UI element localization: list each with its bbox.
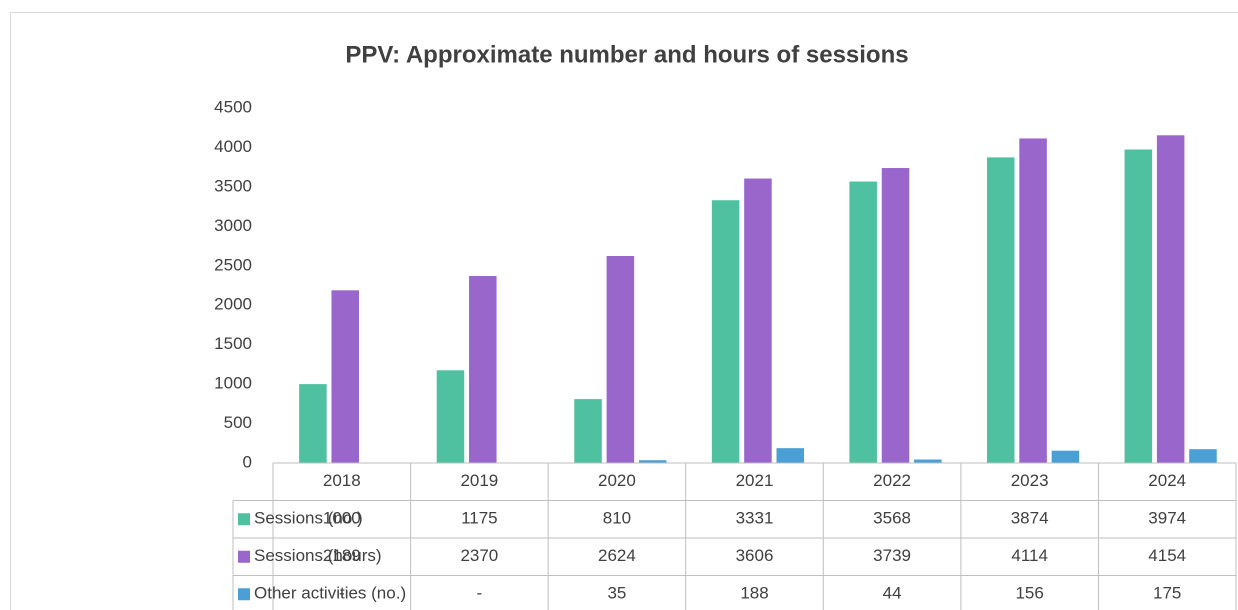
- x-tick-label: 2023: [1011, 471, 1049, 490]
- bar: [1051, 450, 1080, 463]
- x-tick-label: 2022: [873, 471, 911, 490]
- bar: [1019, 138, 1047, 463]
- y-tick-label: 2500: [214, 255, 252, 274]
- table-value: 1000: [323, 509, 361, 528]
- chart-title: PPV: Approximate number and hours of ses…: [345, 41, 908, 68]
- y-tick-label: 3500: [214, 176, 252, 195]
- table-value: 3568: [873, 509, 911, 528]
- table-value: 4114: [1011, 546, 1048, 565]
- chart-border: [10, 12, 1238, 610]
- y-tick-label: 3000: [214, 216, 252, 235]
- table-value: 4154: [1148, 546, 1186, 565]
- bar: [744, 178, 772, 463]
- bar: [1156, 135, 1185, 463]
- y-tick-label: 1000: [214, 374, 252, 393]
- bar: [881, 168, 910, 464]
- bar: [331, 290, 359, 463]
- bar: [914, 459, 942, 463]
- bar: [469, 276, 497, 463]
- y-tick-label: 500: [224, 413, 252, 432]
- table-value: 3606: [736, 546, 774, 565]
- bar: [606, 255, 635, 463]
- y-tick-label: 2000: [214, 295, 252, 314]
- table-value: 3874: [1011, 509, 1049, 528]
- legend-label: Sessions (hours): [254, 546, 382, 565]
- table-value: -: [339, 584, 345, 603]
- table-value: -: [477, 584, 483, 603]
- table-value: 156: [1015, 584, 1043, 603]
- bar: [711, 200, 740, 463]
- bar: [436, 370, 465, 463]
- table-value: 3739: [873, 546, 911, 565]
- table-value: 2624: [598, 546, 636, 565]
- legend-swatch: [238, 588, 250, 601]
- legend-swatch: [238, 513, 250, 526]
- table-value: 2370: [460, 546, 498, 565]
- x-tick-label: 2021: [736, 471, 774, 490]
- table-value: 3974: [1148, 509, 1186, 528]
- y-tick-label: 0: [243, 452, 252, 471]
- y-tick-label: 1500: [214, 334, 252, 353]
- table-value: 3331: [736, 509, 774, 528]
- table-value: 44: [883, 584, 902, 603]
- bar: [574, 399, 602, 463]
- table-value: 1175: [461, 509, 498, 528]
- bar: [638, 460, 667, 463]
- bar: [849, 181, 877, 463]
- x-tick-label: 2020: [598, 471, 636, 490]
- table-value: 35: [607, 584, 626, 603]
- table-value: 810: [603, 509, 631, 528]
- table-value: 175: [1153, 584, 1181, 603]
- bar: [299, 384, 327, 463]
- table-value: 188: [740, 584, 768, 603]
- x-tick-label: 2024: [1148, 471, 1186, 490]
- bar: [1189, 449, 1217, 463]
- bar: [1124, 149, 1153, 464]
- y-tick-label: 4500: [214, 97, 252, 116]
- table-value: 2189: [323, 546, 361, 565]
- x-tick-label: 2018: [323, 471, 361, 490]
- x-tick-label: 2019: [460, 471, 498, 490]
- legend-swatch: [238, 550, 250, 563]
- legend-label: Sessions (no.): [254, 509, 363, 528]
- legend-label: Other activities (no.): [254, 584, 406, 603]
- bar: [986, 157, 1015, 463]
- bar: [776, 448, 805, 463]
- y-tick-label: 4000: [214, 137, 252, 156]
